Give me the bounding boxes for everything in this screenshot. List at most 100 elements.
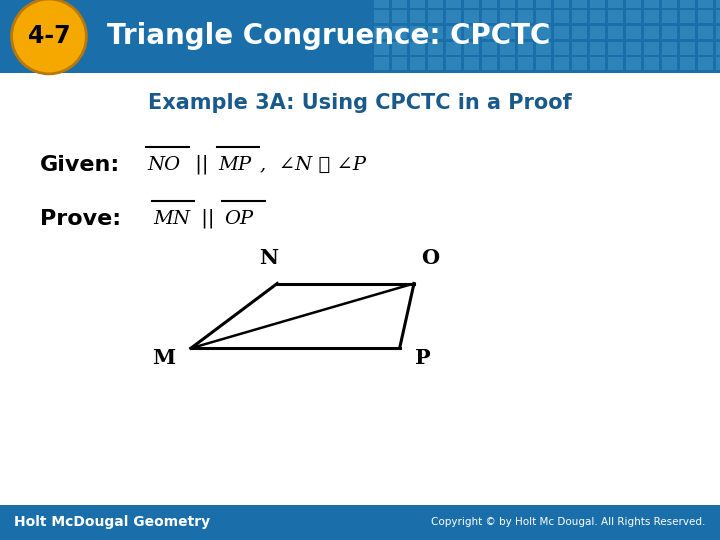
Bar [698, 26, 713, 39]
Bar [608, 57, 623, 70]
Bar [626, 57, 641, 70]
Bar [446, 57, 461, 70]
Bar [428, 0, 443, 8]
Bar [590, 26, 605, 39]
Bar [392, 42, 407, 55]
Bar [536, 0, 551, 8]
Bar [374, 26, 389, 39]
Bar [482, 26, 497, 39]
Bar [554, 26, 569, 39]
Bar [698, 0, 713, 8]
Text: ||: || [195, 209, 215, 228]
Bar [626, 10, 641, 23]
Bar [518, 0, 533, 8]
Bar [392, 10, 407, 23]
Text: Triangle Congruence: CPCTC: Triangle Congruence: CPCTC [107, 23, 550, 50]
Text: O: O [420, 248, 439, 268]
Bar [446, 26, 461, 39]
Bar [446, 42, 461, 55]
Bar [500, 57, 515, 70]
Bar [500, 26, 515, 39]
Bar [428, 57, 443, 70]
Bar [644, 57, 659, 70]
Bar [464, 26, 479, 39]
Bar [644, 0, 659, 8]
Bar [680, 42, 695, 55]
Bar [572, 26, 587, 39]
Bar [716, 10, 720, 23]
Bar [662, 42, 677, 55]
Text: MN: MN [153, 210, 191, 228]
Bar [572, 57, 587, 70]
Bar [536, 10, 551, 23]
Text: Given:: Given: [40, 154, 120, 175]
Text: MP: MP [218, 156, 251, 174]
Text: M: M [152, 348, 175, 368]
Bar [626, 26, 641, 39]
Text: P: P [415, 348, 431, 368]
Bar [608, 42, 623, 55]
Bar [536, 57, 551, 70]
Bar [536, 42, 551, 55]
Bar [482, 57, 497, 70]
Bar [590, 10, 605, 23]
Bar [464, 0, 479, 8]
Text: 4-7: 4-7 [27, 24, 71, 49]
Bar [608, 0, 623, 8]
Bar [518, 10, 533, 23]
Bar [554, 10, 569, 23]
Bar [392, 26, 407, 39]
Bar [410, 42, 425, 55]
Bar [698, 42, 713, 55]
Text: Copyright © by Holt Mc Dougal. All Rights Reserved.: Copyright © by Holt Mc Dougal. All Right… [431, 517, 706, 528]
Bar [554, 42, 569, 55]
Bar [554, 57, 569, 70]
Bar [392, 57, 407, 70]
Text: N: N [259, 248, 278, 268]
Bar [500, 10, 515, 23]
Bar [0, 0, 720, 73]
Bar [680, 0, 695, 8]
Bar [518, 26, 533, 39]
Bar [392, 0, 407, 8]
Bar [608, 10, 623, 23]
Bar [680, 26, 695, 39]
Bar [716, 57, 720, 70]
Bar [554, 0, 569, 8]
Bar [572, 42, 587, 55]
Bar [410, 57, 425, 70]
Bar [428, 10, 443, 23]
Bar [482, 42, 497, 55]
Bar [536, 26, 551, 39]
Bar [644, 26, 659, 39]
Bar [410, 26, 425, 39]
Bar [464, 42, 479, 55]
Text: ||: || [189, 155, 209, 174]
Bar [716, 26, 720, 39]
Bar [572, 0, 587, 8]
Bar [518, 57, 533, 70]
Bar [482, 0, 497, 8]
Bar [644, 10, 659, 23]
Bar [482, 10, 497, 23]
Bar [716, 0, 720, 8]
Bar [464, 57, 479, 70]
Bar [608, 26, 623, 39]
Bar [374, 42, 389, 55]
Bar [374, 10, 389, 23]
Bar [644, 42, 659, 55]
Bar [464, 10, 479, 23]
Bar [662, 26, 677, 39]
Text: OP: OP [224, 210, 253, 228]
Bar [518, 42, 533, 55]
Bar [446, 0, 461, 8]
Bar [680, 10, 695, 23]
Bar [572, 10, 587, 23]
Bar [680, 57, 695, 70]
Text: Prove:: Prove: [40, 208, 121, 229]
Bar [0, 505, 720, 540]
Bar [698, 57, 713, 70]
Bar [590, 57, 605, 70]
Bar [428, 42, 443, 55]
Bar [374, 57, 389, 70]
